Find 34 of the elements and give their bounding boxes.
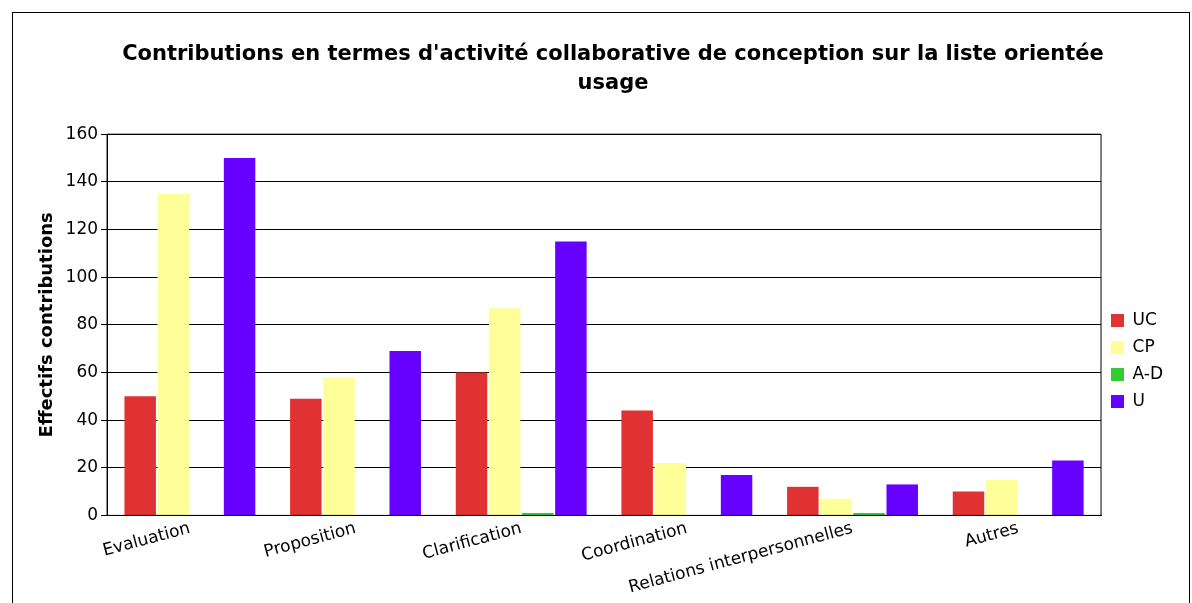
y-tick-label: 120 [65,217,99,238]
bar [621,410,653,515]
y-tick-label: 20 [76,456,99,477]
y-tick-label: 0 [87,503,99,524]
bar [124,396,156,515]
bar [985,479,1018,515]
bar [455,372,488,515]
legend-label: U [1132,389,1145,410]
bar [1052,460,1084,515]
bar [157,193,190,515]
bar [720,474,753,515]
x-tick-label: Autres [962,517,1021,551]
bar [389,351,421,515]
legend-label: A-D [1132,362,1163,383]
bar [488,308,521,515]
bar [886,484,918,515]
bar [820,498,852,515]
bar [290,398,322,515]
bar [654,463,687,515]
bar [323,377,355,515]
bar [787,486,819,515]
legend-label: CP [1132,335,1155,356]
y-tick-label: 160 [65,122,99,143]
y-axis-title: Effectifs contributions [35,212,57,438]
bar [952,491,985,515]
legend-label: UC [1132,308,1157,329]
y-tick-label: 40 [76,408,99,429]
bar [555,241,587,515]
y-tick-label: 80 [76,313,99,334]
y-tick-label: 100 [65,265,99,286]
y-tick-label: 140 [65,170,99,191]
chart-title: Contributions en termes d'activité collaborative de conception sur la liste orientée usage [121,40,1105,96]
y-tick-label: 60 [76,360,99,381]
bar [223,158,256,515]
